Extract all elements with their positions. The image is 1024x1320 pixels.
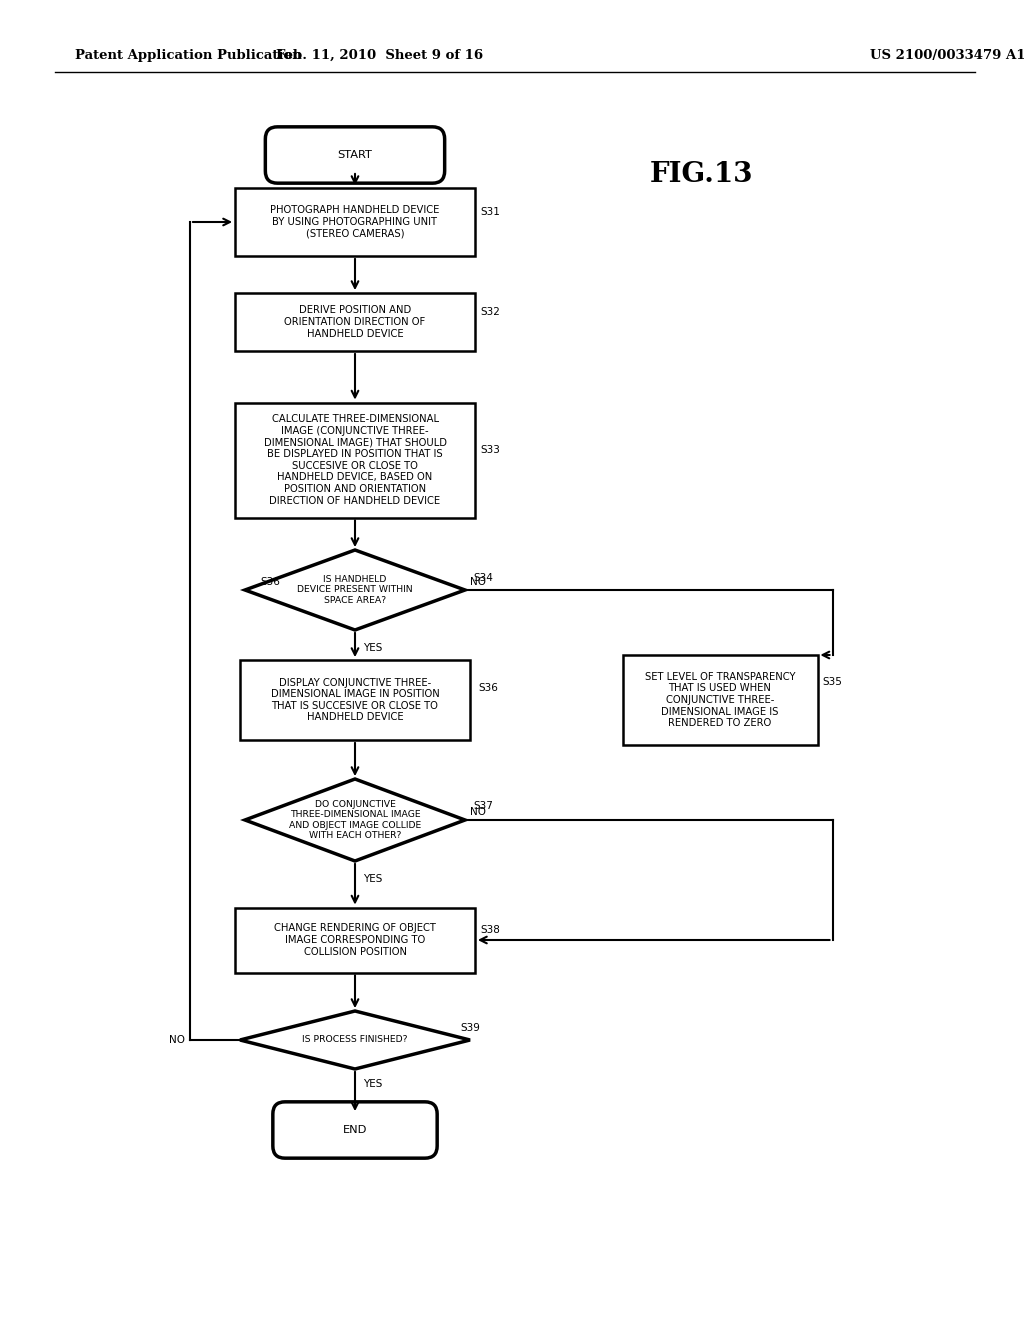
Text: IS PROCESS FINISHED?: IS PROCESS FINISHED? (302, 1035, 408, 1044)
Text: YES: YES (362, 643, 382, 653)
Text: CALCULATE THREE-DIMENSIONAL
IMAGE (CONJUNCTIVE THREE-
DIMENSIONAL IMAGE) THAT SH: CALCULATE THREE-DIMENSIONAL IMAGE (CONJU… (263, 414, 446, 506)
Bar (234, 187, 475, 256)
Text: END: END (343, 1125, 368, 1135)
Polygon shape (245, 779, 465, 861)
Text: Feb. 11, 2010  Sheet 9 of 16: Feb. 11, 2010 Sheet 9 of 16 (276, 49, 483, 62)
Bar (234, 403, 475, 517)
Polygon shape (245, 550, 465, 630)
Text: S36: S36 (260, 577, 280, 587)
Text: FIG.13: FIG.13 (650, 161, 754, 189)
FancyBboxPatch shape (265, 127, 444, 183)
Text: IS HANDHELD
DEVICE PRESENT WITHIN
SPACE AREA?: IS HANDHELD DEVICE PRESENT WITHIN SPACE … (297, 576, 413, 605)
Text: S32: S32 (480, 308, 500, 317)
Text: DERIVE POSITION AND
ORIENTATION DIRECTION OF
HANDHELD DEVICE: DERIVE POSITION AND ORIENTATION DIRECTIO… (285, 305, 426, 339)
Text: NO: NO (169, 1035, 185, 1045)
Bar (240, 660, 470, 741)
Text: S39: S39 (460, 1023, 480, 1034)
Text: YES: YES (362, 874, 382, 884)
Text: S35: S35 (822, 677, 843, 686)
Text: Patent Application Publication: Patent Application Publication (75, 49, 302, 62)
Text: S31: S31 (480, 207, 500, 216)
Text: NO: NO (470, 807, 486, 817)
Text: S34: S34 (473, 573, 493, 583)
Text: CHANGE RENDERING OF OBJECT
IMAGE CORRESPONDING TO
COLLISION POSITION: CHANGE RENDERING OF OBJECT IMAGE CORRESP… (274, 924, 436, 957)
Text: US 2100/0033479 A1: US 2100/0033479 A1 (870, 49, 1024, 62)
Text: S38: S38 (480, 925, 500, 935)
Text: START: START (338, 150, 373, 160)
Polygon shape (240, 1011, 470, 1069)
Bar (234, 293, 475, 351)
Text: SET LEVEL OF TRANSPARENCY
THAT IS USED WHEN
CONJUNCTIVE THREE-
DIMENSIONAL IMAGE: SET LEVEL OF TRANSPARENCY THAT IS USED W… (645, 672, 796, 729)
Text: PHOTOGRAPH HANDHELD DEVICE
BY USING PHOTOGRAPHING UNIT
(STEREO CAMERAS): PHOTOGRAPH HANDHELD DEVICE BY USING PHOT… (270, 206, 439, 239)
Bar (234, 908, 475, 973)
Bar (623, 655, 817, 744)
FancyBboxPatch shape (272, 1102, 437, 1158)
Text: YES: YES (362, 1078, 382, 1089)
Text: S36: S36 (478, 682, 498, 693)
Text: S37: S37 (473, 801, 493, 810)
Text: DISPLAY CONJUNCTIVE THREE-
DIMENSIONAL IMAGE IN POSITION
THAT IS SUCCESIVE OR CL: DISPLAY CONJUNCTIVE THREE- DIMENSIONAL I… (270, 677, 439, 722)
Text: DO CONJUNCTIVE
THREE-DIMENSIONAL IMAGE
AND OBJECT IMAGE COLLIDE
WITH EACH OTHER?: DO CONJUNCTIVE THREE-DIMENSIONAL IMAGE A… (289, 800, 421, 840)
Text: NO: NO (470, 577, 486, 587)
Text: S33: S33 (480, 445, 500, 455)
